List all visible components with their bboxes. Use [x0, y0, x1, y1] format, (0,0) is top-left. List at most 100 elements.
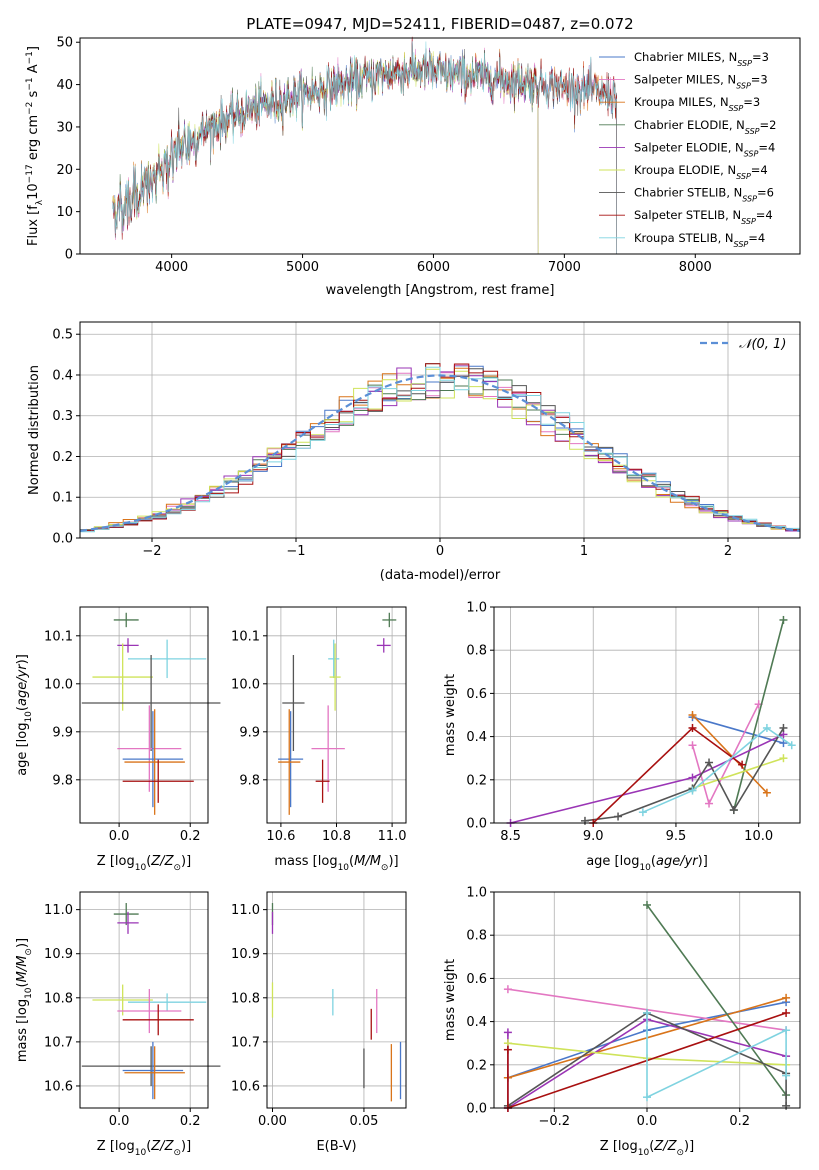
- label-part: (: [651, 854, 656, 869]
- label-part: M/M: [15, 956, 30, 983]
- legend-entry: Salpeter MILES, NSSP=3: [634, 73, 768, 91]
- label-part: log: [15, 723, 30, 743]
- y-tick-label: 0.4: [466, 730, 487, 745]
- y-tick-label: 0.4: [466, 1015, 487, 1030]
- label-part: Z/Z: [653, 1139, 677, 1154]
- gaussian-curve: [79, 374, 801, 532]
- y-tick-label: 0.0: [466, 817, 487, 832]
- y-axis-label: mass weight: [443, 959, 458, 1041]
- label-part: ]: [26, 46, 41, 51]
- y-tick-label: 10.8: [231, 991, 260, 1006]
- legend-text: Salpeter ELODIE, N: [634, 140, 744, 154]
- axes-frame: [79, 37, 801, 255]
- label-part: age/yr: [656, 854, 699, 869]
- weight-series-line: [642, 726, 793, 813]
- legend-entry: 𝒩(0, 1): [739, 337, 786, 352]
- legend-entry: Chabrier STELIB, NSSP=6: [634, 186, 774, 204]
- label-part: 10: [26, 183, 41, 200]
- y-tick-label: 0.6: [466, 972, 487, 987]
- x-tick-label: 0.0: [637, 1114, 658, 1129]
- label-part: 10: [24, 987, 34, 999]
- label-part: Z/Z: [150, 1139, 174, 1154]
- label-part: −17: [25, 164, 35, 183]
- y-tick-label: 1.0: [466, 886, 487, 901]
- y-tick-label: 11.0: [44, 903, 73, 918]
- legend-text: Kroupa STELIB, N: [634, 231, 734, 245]
- y-tick-label: 0.1: [52, 491, 73, 506]
- y-tick-label: 9.9: [239, 725, 260, 740]
- panel-weight_vs_age: 8.5 9.0 9.5 10.0 0.0 0.2 0.4 0.6 0.8 1.0 age [log1…: [443, 601, 801, 873]
- y-tick-label: 0.0: [52, 532, 73, 547]
- label-part: log: [15, 999, 30, 1019]
- label-part: ⊙: [173, 1148, 181, 1158]
- label-part: age [: [15, 742, 30, 775]
- label-part: 10: [24, 711, 34, 723]
- x-tick-label: 0.2: [729, 1114, 750, 1129]
- label-part: )]: [698, 854, 708, 869]
- label-part: Z [: [600, 1139, 618, 1154]
- legend-text: Salpeter STELIB, N: [634, 208, 741, 222]
- y-tick-label: 10.6: [231, 1079, 260, 1094]
- label-part: Z [: [97, 854, 115, 869]
- label-part: mass [: [274, 854, 317, 869]
- label-part: log: [115, 1139, 135, 1154]
- y-axis-label: Normed distribution: [27, 365, 42, 495]
- y-tick-label: 0.2: [466, 1058, 487, 1073]
- legend-subscript: SSP: [741, 217, 756, 226]
- label-part: M/M: [354, 854, 381, 869]
- y-tick-label: 10.9: [44, 947, 73, 962]
- legend-text: =3: [743, 95, 760, 109]
- legend-entry: Kroupa ELODIE, NSSP=4: [634, 163, 768, 181]
- y-tick-label: 10.8: [44, 991, 73, 1006]
- axes-frame: [266, 891, 407, 1109]
- x-tick-label: 6000: [417, 260, 450, 275]
- legend-text: Kroupa ELODIE, N: [634, 163, 736, 177]
- spectrum-series-line: [112, 41, 617, 255]
- legend-subscript: SSP: [742, 194, 757, 203]
- x-tick-label: 0: [436, 544, 444, 559]
- legend-text: =2: [760, 118, 777, 132]
- y-tick-label: 0.3: [52, 409, 73, 424]
- label-part: age [: [586, 854, 619, 869]
- y-tick-label: 10.7: [231, 1035, 260, 1050]
- weight-series-line: [646, 1013, 787, 1099]
- label-part: 10: [338, 863, 350, 873]
- axes-frame: [79, 606, 209, 824]
- label-part: (: [15, 706, 30, 711]
- label-part: ⊙: [676, 1148, 684, 1158]
- legend-entry: Salpeter STELIB, NSSP=4: [634, 208, 773, 226]
- x-tick-label: 0.0: [109, 1114, 130, 1129]
- y-tick-label: 10.0: [44, 677, 73, 692]
- label-part: 10: [638, 1148, 650, 1158]
- label-part: −2: [25, 102, 35, 115]
- label-part: ⊙: [381, 863, 389, 873]
- weight-series-line: [691, 714, 768, 794]
- y-tick-label: 0.5: [52, 328, 73, 343]
- panel-mass_vs_Z: 0.0 0.210.610.710.810.911.0Z [log10(Z/Z⊙)…: [15, 891, 221, 1158]
- x-tick-label: 1: [580, 544, 588, 559]
- y-axis-label: age [log10(age/yr)]: [15, 654, 34, 776]
- label-part: )]: [684, 1139, 694, 1154]
- axes-frame: [79, 891, 209, 1109]
- x-tick-label: 7000: [548, 260, 581, 275]
- label-part: Z [: [97, 1139, 115, 1154]
- legend-subscript: SSP: [736, 172, 751, 181]
- legend-subscript: SSP: [729, 104, 744, 113]
- x-tick-label: 0.2: [180, 829, 201, 844]
- y-tick-label: 10.7: [44, 1035, 73, 1050]
- x-axis-label: Z [log10(Z/Z⊙)]: [97, 1139, 191, 1158]
- weight-series-line: [692, 757, 784, 790]
- legend-entry: Salpeter ELODIE, NSSP=4: [634, 140, 775, 158]
- x-axis-label: (data-model)/error: [380, 568, 501, 583]
- y-tick-label: 0.8: [466, 644, 487, 659]
- label-part: 10: [135, 863, 147, 873]
- x-tick-label: 5000: [286, 260, 319, 275]
- label-part: (: [349, 854, 354, 869]
- x-tick-label: 0.00: [258, 1114, 287, 1129]
- y-tick-label: 10.6: [44, 1079, 73, 1094]
- y-tick-label: 9.8: [52, 773, 73, 788]
- y-tick-label: 1.0: [466, 601, 487, 616]
- y-tick-label: 9.9: [52, 725, 73, 740]
- label-part: (: [649, 1139, 654, 1154]
- histogram-step: [80, 368, 800, 531]
